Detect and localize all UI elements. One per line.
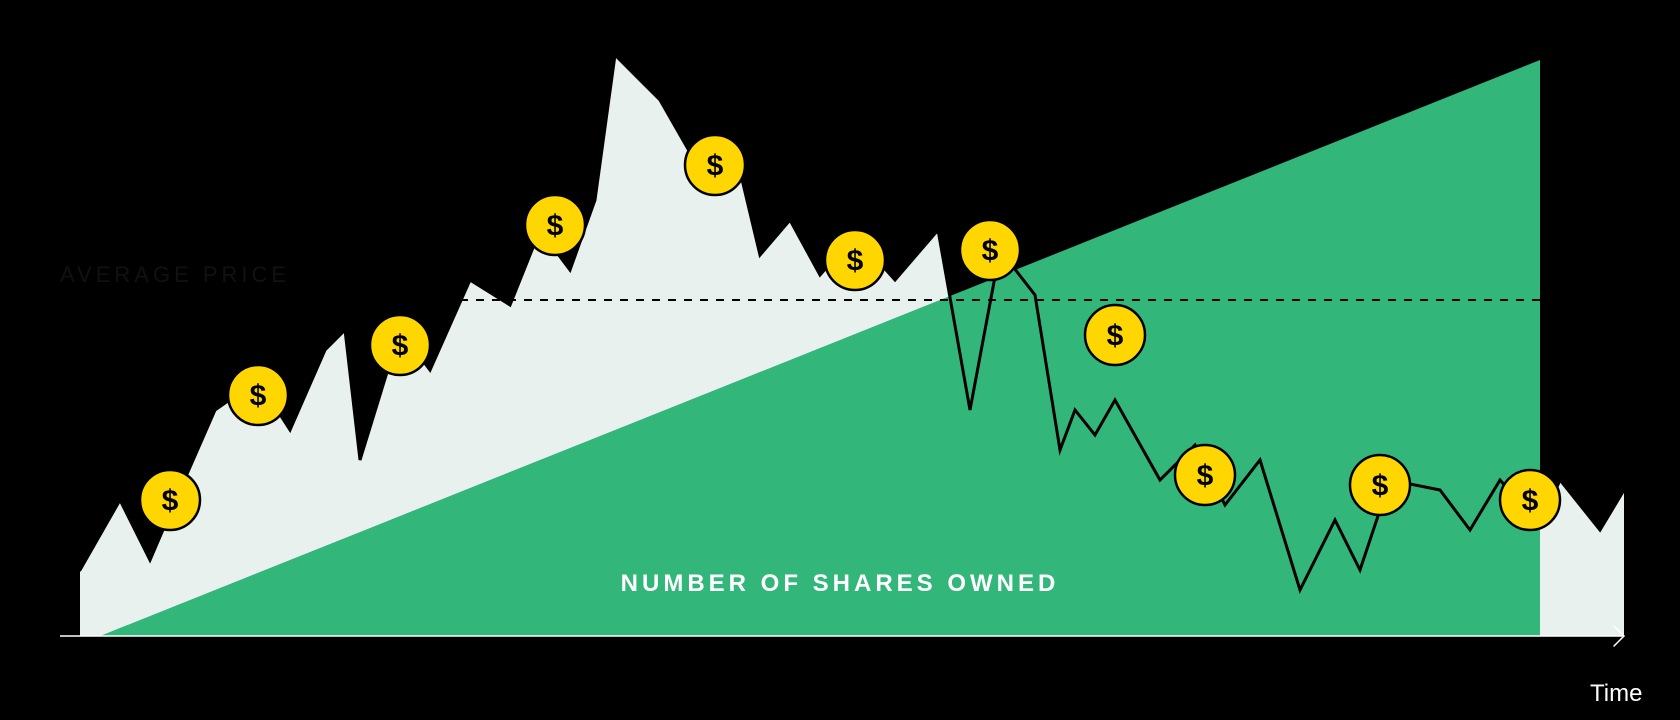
dca-chart-svg: $ $ $ $ $ $ $ $ $ $ $ [0, 0, 1680, 720]
dollar-icon: $ [707, 150, 724, 183]
average-price-label: AVERAGE PRICE [60, 262, 290, 288]
purchase-coin: $ [1500, 470, 1560, 530]
dollar-icon: $ [250, 380, 267, 413]
dollar-icon: $ [547, 210, 564, 243]
dollar-icon: $ [1372, 470, 1389, 503]
chart-stage: $ $ $ $ $ $ $ $ $ $ $ AVERAGE PRICE NUMBER OF SHAR… [0, 0, 1680, 720]
purchase-coin: $ [1350, 455, 1410, 515]
dollar-icon: $ [162, 485, 179, 518]
purchase-coin: $ [140, 470, 200, 530]
purchase-coin: $ [685, 135, 745, 195]
purchase-coin: $ [825, 230, 885, 290]
purchase-coin: $ [1175, 445, 1235, 505]
purchase-coin: $ [370, 315, 430, 375]
dollar-icon: $ [847, 245, 864, 278]
dollar-icon: $ [1522, 485, 1539, 518]
dollar-icon: $ [1197, 460, 1214, 493]
purchase-coin: $ [228, 365, 288, 425]
dollar-icon: $ [982, 235, 999, 268]
dollar-icon: $ [392, 330, 409, 363]
purchase-coin: $ [1085, 305, 1145, 365]
shares-owned-label: NUMBER OF SHARES OWNED [0, 570, 1680, 598]
purchase-coin: $ [960, 220, 1020, 280]
purchase-coin: $ [525, 195, 585, 255]
time-axis-label: Time [1590, 680, 1642, 708]
dollar-icon: $ [1107, 320, 1124, 353]
